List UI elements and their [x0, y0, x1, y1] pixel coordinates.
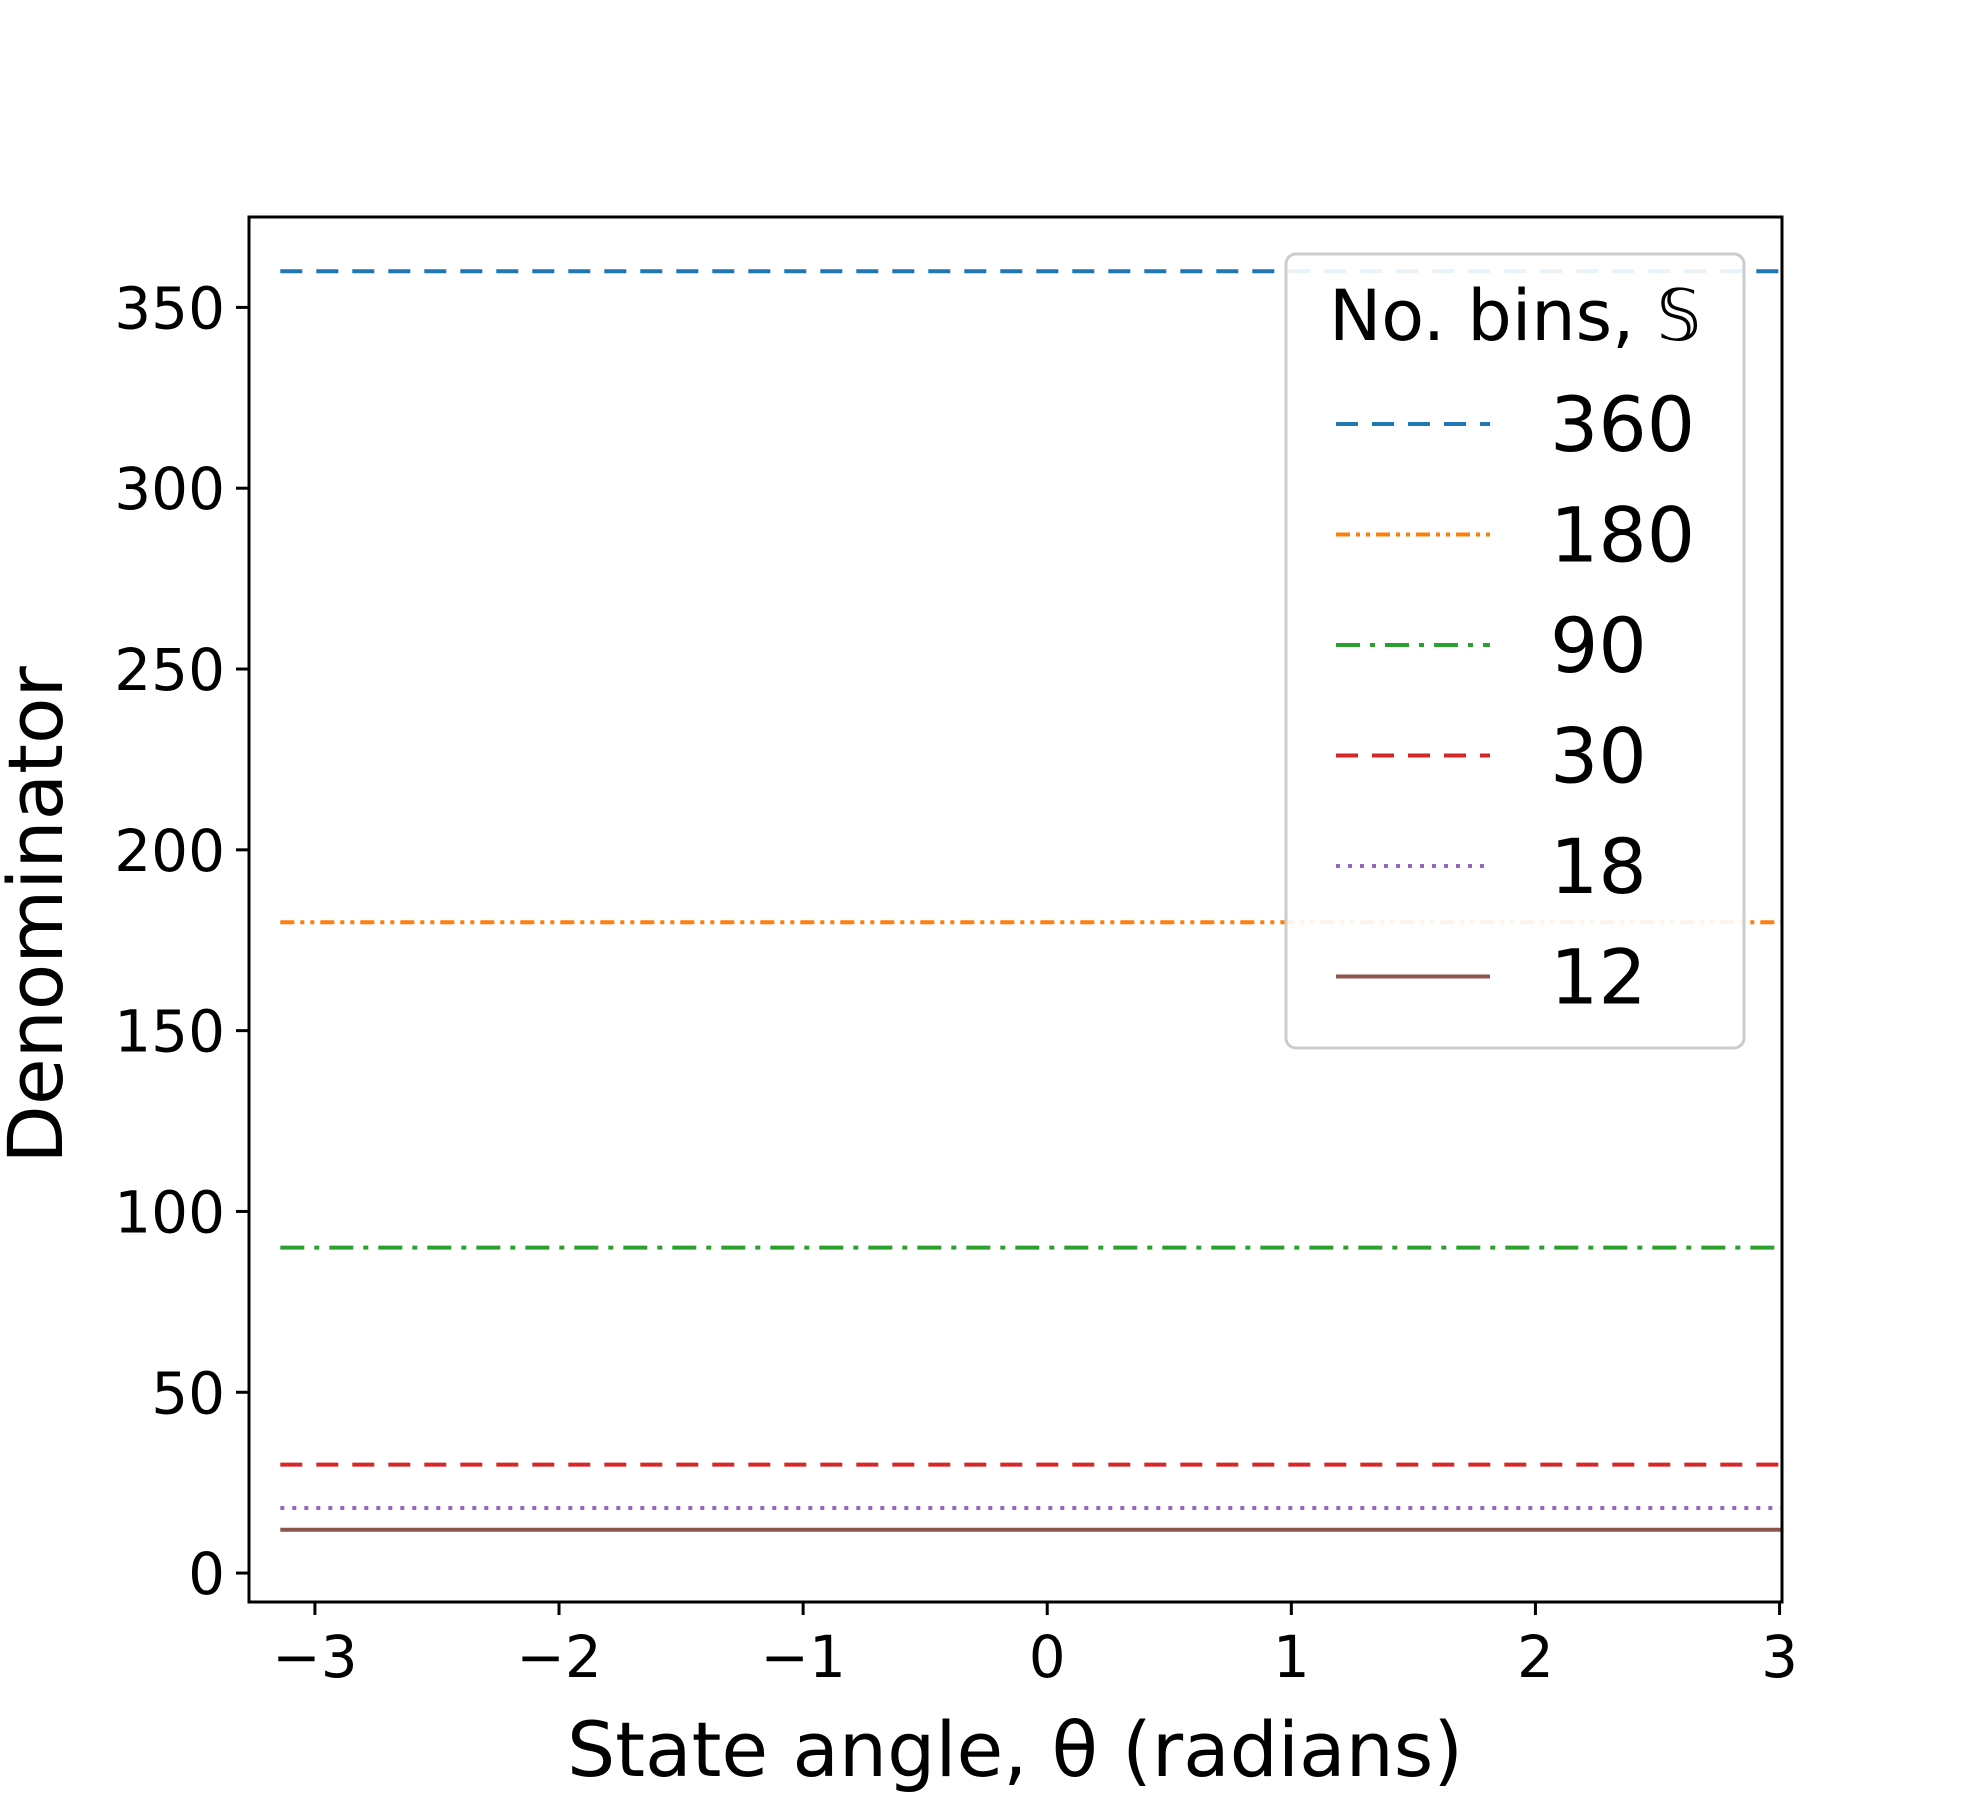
- x-tick-label: −3: [272, 1623, 358, 1691]
- legend-label-30: 30: [1550, 712, 1647, 801]
- y-tick-label: 250: [114, 636, 225, 704]
- x-tick-label: 0: [1029, 1623, 1066, 1691]
- legend-label-12: 12: [1550, 933, 1647, 1022]
- x-tick-label: 1: [1273, 1623, 1310, 1691]
- x-ticks: −3 −2 −1 0 1 2 3: [272, 1602, 1798, 1691]
- x-axis-label: State angle, θ (radians): [567, 1705, 1463, 1794]
- x-tick-label: 3: [1761, 1623, 1798, 1691]
- y-tick-label: 350: [114, 274, 225, 342]
- y-tick-label: 300: [114, 455, 225, 523]
- y-tick-label: 150: [114, 998, 225, 1066]
- plot-frame: [247, 215, 1784, 1604]
- legend-frame: [1284, 252, 1746, 1050]
- y-tick-label: 50: [151, 1359, 225, 1427]
- y-tick-label: 200: [114, 817, 225, 885]
- x-tick-label: −2: [516, 1623, 602, 1691]
- y-tick-label: 0: [188, 1540, 225, 1608]
- y-ticks: 0 50 100 150 200 250 300 350: [114, 274, 249, 1608]
- x-tick-label: −1: [760, 1623, 846, 1691]
- y-tick-label: 100: [114, 1178, 225, 1246]
- legend-title: No. bins, 𝕊: [1329, 275, 1701, 357]
- legend: No. bins, 𝕊 360 180 90 30 18 12: [1284, 252, 1746, 1050]
- legend-entries: 360 180 90 30 18 12: [1336, 380, 1695, 1022]
- legend-label-180: 180: [1550, 491, 1695, 580]
- y-axis-label: Denominator: [0, 666, 80, 1164]
- legend-label-360: 360: [1550, 380, 1695, 469]
- legend-label-90: 90: [1550, 601, 1647, 690]
- x-tick-label: 2: [1517, 1623, 1554, 1691]
- legend-label-18: 18: [1550, 822, 1647, 911]
